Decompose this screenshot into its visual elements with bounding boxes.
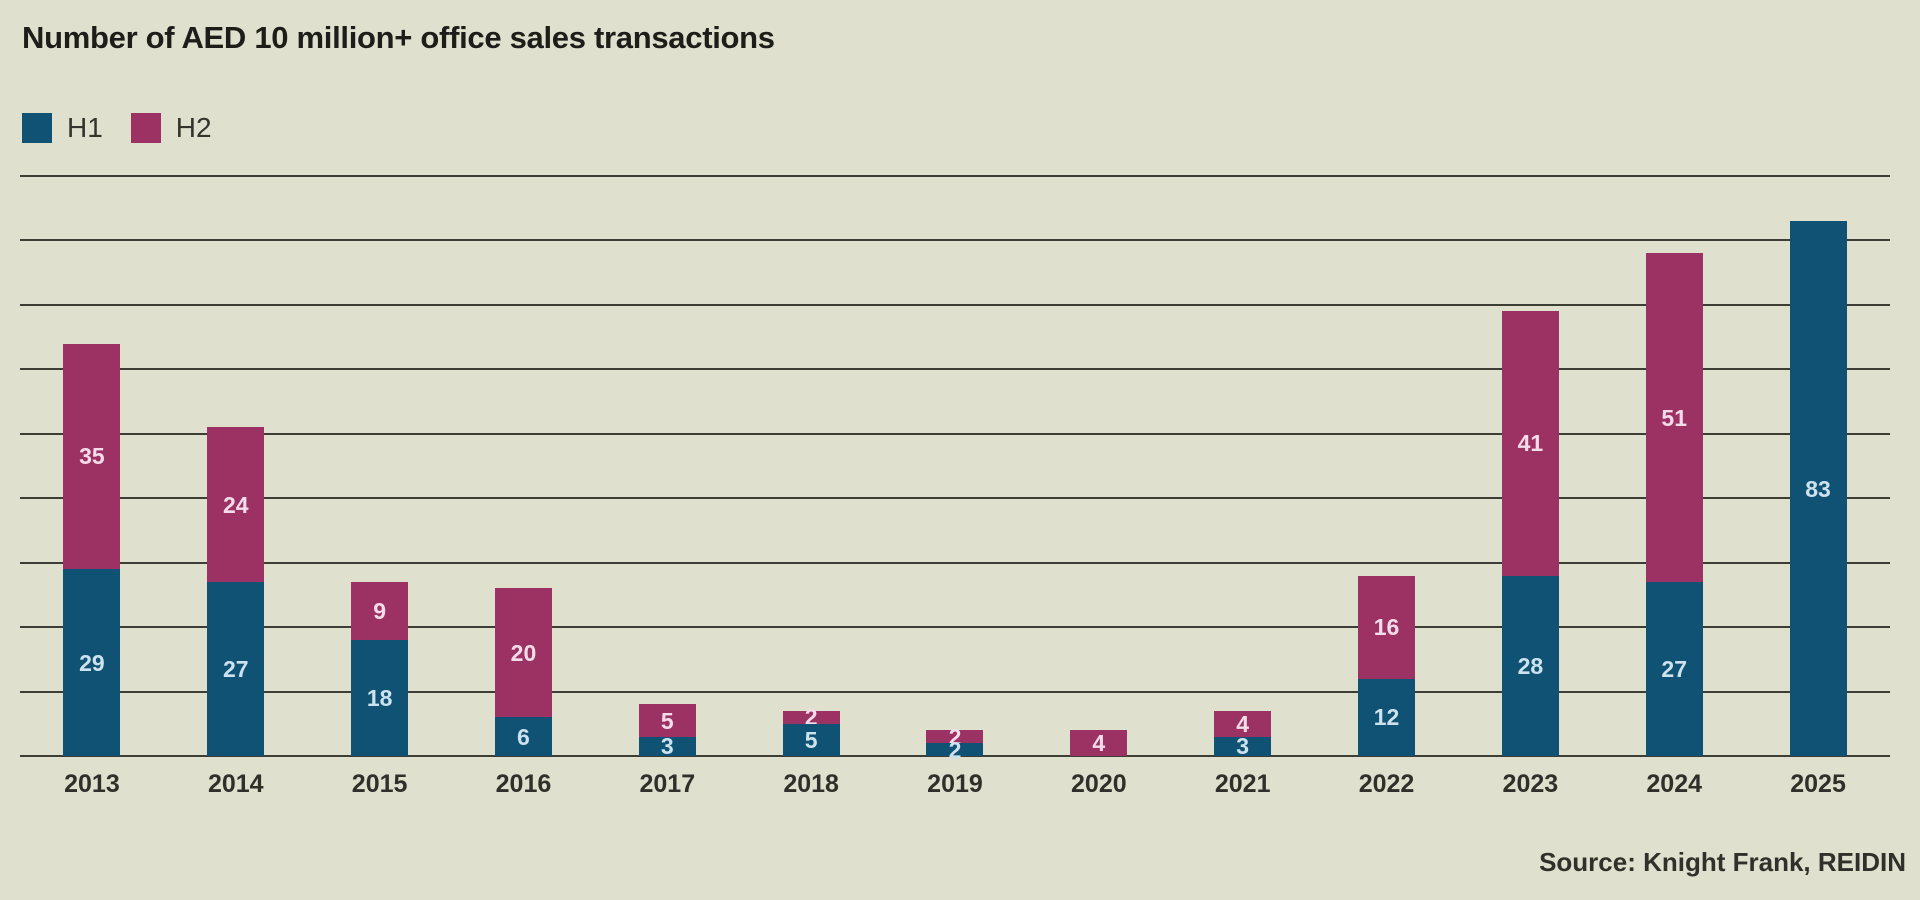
bar-segment-h1-2025: 83	[1789, 221, 1847, 756]
bar-segment-h2-2024: 51	[1645, 253, 1703, 582]
stacked-bar-2022: 16 12	[1358, 575, 1416, 756]
bar-segment-h2-2018: 2	[782, 706, 840, 729]
stacked-bar-2014: 24 27	[207, 427, 265, 756]
bar-slot-2024: 51 27	[1602, 176, 1746, 756]
bar-segment-h2-2017: 5	[638, 704, 696, 737]
bar-slot-2025: 83	[1746, 176, 1890, 756]
bar-segment-h1-2018: 5	[782, 723, 840, 756]
stacked-bar-2013: 35 29	[63, 343, 121, 756]
x-axis-label-2015: 2015	[351, 770, 408, 798]
bar-segment-h1-2022: 12	[1358, 678, 1416, 756]
gridline	[20, 561, 1890, 564]
bar-segment-h1-2014: 27	[207, 582, 265, 756]
bar-segment-h1-2016: 6	[494, 717, 552, 756]
bar-slot-2022: 16 12	[1315, 176, 1459, 756]
bar-segment-h1-2019: 2	[926, 738, 984, 761]
x-axis-label-2019: 2019	[927, 770, 983, 798]
bar-segment-h2-2019: 2	[926, 725, 984, 748]
stacked-bar-2020: 4	[1070, 730, 1128, 756]
bar-segment-h2-2013: 35	[63, 343, 121, 570]
stacked-bar-2023: 41 28	[1501, 311, 1559, 756]
legend: H1 H2	[22, 112, 212, 144]
gridline	[20, 755, 1890, 757]
gridline	[20, 175, 1890, 177]
x-axis-label-2023: 2023	[1502, 770, 1559, 798]
bars: 35 29 24 27 9 18 20 6 5 3 2 5 2 2 4 4 3 16 12 41 28 51 27 83	[20, 176, 1890, 761]
bar-slot-2013: 35 29	[20, 176, 164, 756]
gridline	[20, 432, 1890, 435]
stacked-bar-2016: 20 6	[494, 588, 552, 756]
legend-item-h2: H2	[130, 112, 212, 144]
bar-segment-h1-2021: 3	[1214, 735, 1272, 758]
legend-label-h1: H1	[67, 112, 103, 143]
bar-segment-h2-2020: 4	[1070, 730, 1128, 756]
bar-segment-h1-2015: 18	[351, 640, 409, 756]
x-axis-label-2022: 2022	[1358, 770, 1415, 798]
x-axis-label-2014: 2014	[207, 770, 264, 798]
source-credit: Source: Knight Frank, REIDIN	[1539, 847, 1906, 877]
gridlines	[20, 175, 1890, 757]
x-axis-label-2018: 2018	[783, 770, 839, 798]
stacked-bar-2024: 51 27	[1645, 253, 1703, 756]
gridline	[20, 303, 1890, 306]
legend-label-h2: H2	[175, 112, 212, 143]
bar-slot-2015: 9 18	[308, 176, 452, 756]
legend-swatch-h2-icon	[130, 113, 161, 143]
plot-area: 35 29 24 27 9 18 20 6 5 3 2 5 2 2 4 4 3 16 12 41 28 51 27 83	[20, 175, 1890, 761]
x-axis-label-2017: 2017	[639, 770, 696, 798]
bar-segment-h1-2013: 29	[63, 569, 121, 756]
bar-slot-2023: 41 28	[1458, 176, 1602, 756]
gridline	[20, 626, 1890, 629]
x-axis-label-2025: 2025	[1790, 770, 1846, 798]
chart-title: Number of AED 10 million+ office sales t…	[22, 20, 775, 55]
legend-swatch-h1-icon	[22, 113, 52, 143]
x-axis-labels: 2013 2014 2015 2016 2017 2018 2019 2020 2021 2022…	[20, 770, 1890, 799]
x-axis-label-2024: 2024	[1646, 770, 1703, 798]
x-axis-label-2016: 2016	[495, 770, 552, 798]
x-axis-label-2020: 2020	[1071, 770, 1127, 798]
stacked-bar-2025: 83	[1789, 221, 1847, 756]
bar-slot-2020: 4	[1027, 176, 1171, 756]
bar-slot-2016: 20 6	[452, 176, 596, 756]
bar-segment-h1-2017: 3	[638, 735, 696, 758]
bar-segment-h2-2016: 20	[494, 588, 552, 718]
gridline	[20, 497, 1890, 500]
bar-slot-2014: 24 27	[164, 176, 308, 756]
bar-segment-h2-2023: 41	[1501, 311, 1559, 576]
bar-segment-h2-2022: 16	[1358, 575, 1416, 679]
bar-segment-h1-2023: 28	[1501, 575, 1559, 756]
gridline	[20, 239, 1890, 242]
bar-segment-h2-2021: 4	[1214, 710, 1272, 737]
gridline	[20, 690, 1890, 693]
bar-segment-h2-2014: 24	[207, 427, 265, 582]
bar-segment-h2-2015: 9	[351, 582, 409, 640]
stacked-bar-2015: 9 18	[351, 582, 409, 756]
legend-item-h1: H1	[22, 112, 103, 144]
bar-segment-h1-2024: 27	[1645, 582, 1703, 756]
x-axis-label-2013: 2013	[64, 770, 120, 798]
x-axis-label-2021: 2021	[1214, 770, 1271, 798]
gridline	[20, 368, 1890, 371]
